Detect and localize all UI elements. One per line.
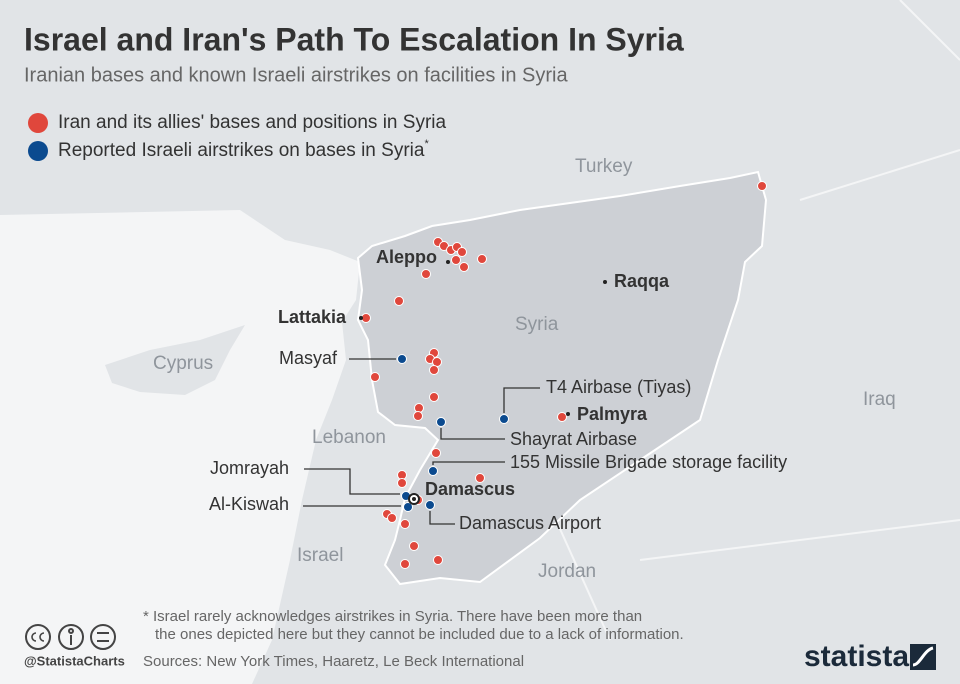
cyprus [105,325,245,395]
country-label: Jordan [538,561,596,582]
legend-label: Reported Israeli airstrikes on bases in … [58,138,429,161]
site-label: T4 Airbase (Tiyas) [546,377,691,397]
footnote: * Israel rarely acknowledges airstrikes … [143,608,642,625]
title: Israel and Iran's Path To Escalation In … [24,21,684,57]
site-label: 155 Missile Brigade storage facility [510,452,787,472]
license-icons [25,624,116,650]
country-label: Turkey [575,156,633,177]
city-label: Palmyra [577,404,648,424]
city-label: Lattakia [278,307,347,327]
site-label: Shayrat Airbase [510,429,637,449]
legend-swatch [28,141,48,161]
legend-label: Iran and its allies' bases and positions… [58,112,446,133]
subtitle: Iranian bases and known Israeli airstrik… [24,64,568,86]
country-label: Cyprus [153,353,213,374]
country-label: Syria [515,314,559,335]
footnote: the ones depicted here but they cannot b… [155,626,684,643]
site-label: Damascus Airport [459,513,601,533]
site-label: Masyaf [279,348,338,368]
country-label: Israel [297,545,343,566]
legend-text: Reported Israeli airstrikes on bases in … [58,140,425,161]
syria [356,170,768,586]
city-label: Raqqa [614,271,670,291]
city-label: Damascus [425,479,515,499]
sources: Sources: New York Times, Haaretz, Le Bec… [143,653,524,670]
site-label: Al-Kiswah [209,494,289,514]
leader-lines [303,358,540,525]
borders [519,0,960,641]
brand-icon [910,644,936,670]
brand: statista [804,640,909,673]
sea [0,210,360,684]
handle: @StatistaCharts [24,653,125,668]
legend-note: * [424,138,429,150]
city-label: Aleppo [376,247,437,267]
site-label: Jomrayah [210,458,289,478]
country-label: Iraq [863,389,896,410]
country-label: Lebanon [312,427,386,448]
dots [359,181,767,569]
legend-swatch [28,113,48,133]
